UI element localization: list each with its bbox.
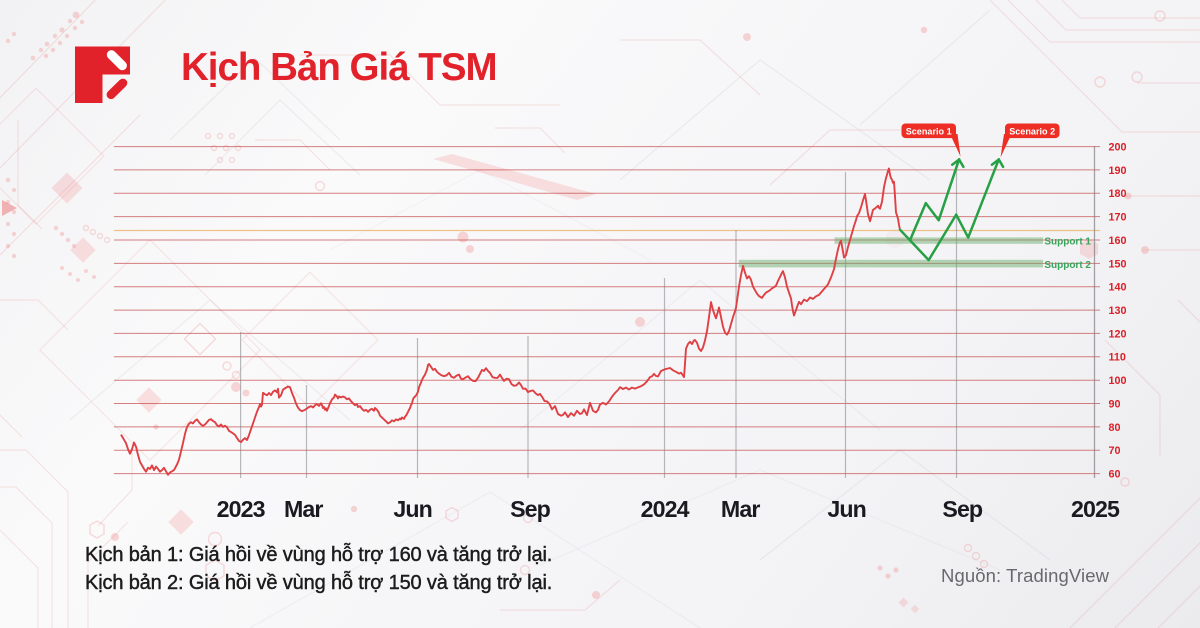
svg-text:190: 190 [1109,165,1127,177]
svg-text:Scenario 1: Scenario 1 [906,127,952,137]
svg-text:Jun: Jun [393,496,432,522]
svg-text:100: 100 [1109,375,1127,387]
svg-text:Sep: Sep [942,496,983,522]
svg-text:2023: 2023 [217,496,266,522]
svg-text:Support 1: Support 1 [1044,237,1091,248]
svg-text:2025: 2025 [1071,496,1120,522]
svg-text:Sep: Sep [510,496,551,522]
svg-text:70: 70 [1109,445,1121,457]
svg-text:Mar: Mar [721,496,760,522]
svg-text:120: 120 [1109,328,1127,340]
svg-text:Support 2: Support 2 [1044,260,1091,271]
svg-text:60: 60 [1109,469,1121,481]
svg-text:160: 160 [1109,235,1127,247]
svg-text:140: 140 [1109,282,1127,294]
svg-text:90: 90 [1109,398,1121,410]
svg-text:180: 180 [1109,188,1127,200]
svg-text:Jun: Jun [827,496,866,522]
svg-text:170: 170 [1109,212,1127,224]
svg-text:200: 200 [1109,142,1127,154]
svg-text:130: 130 [1109,305,1127,317]
svg-text:80: 80 [1109,422,1121,434]
svg-text:Scenario 2: Scenario 2 [1009,127,1055,137]
svg-text:110: 110 [1109,352,1126,364]
svg-text:150: 150 [1109,258,1127,270]
svg-text:Mar: Mar [284,496,323,522]
svg-text:2024: 2024 [641,496,690,522]
